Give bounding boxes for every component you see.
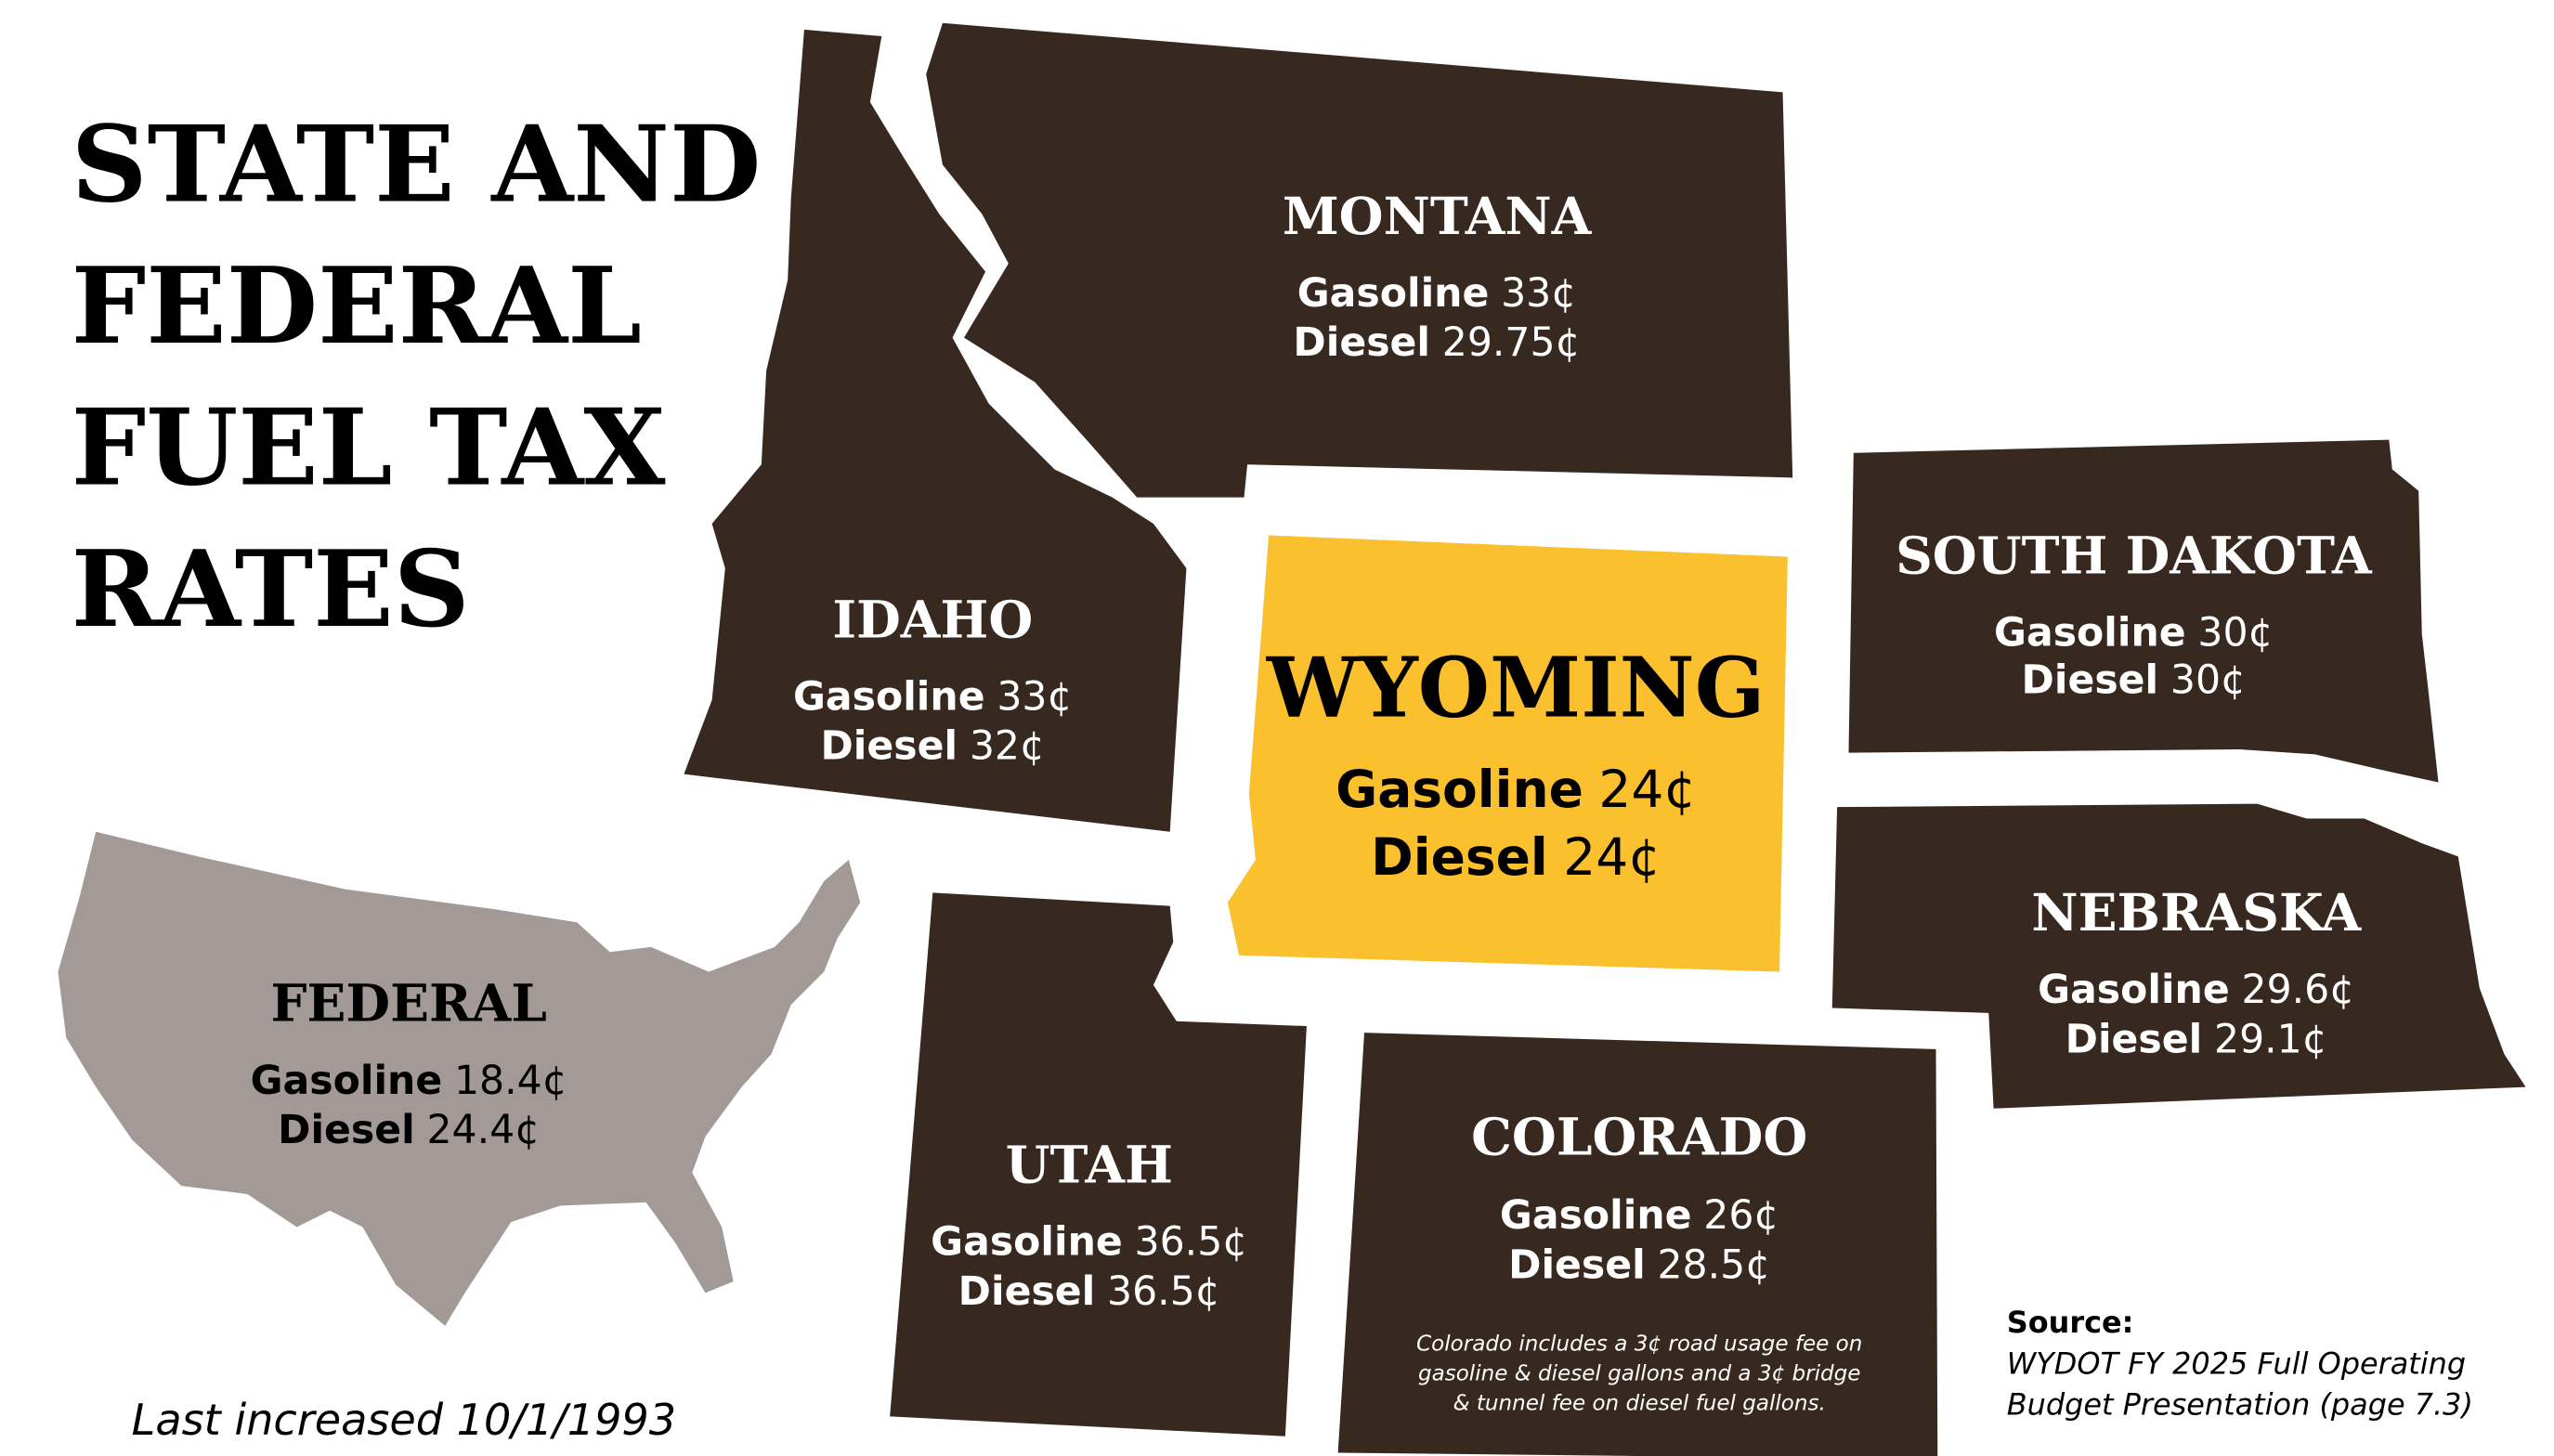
fuel-label: Diesel bbox=[958, 1268, 1096, 1315]
region-name: IDAHO bbox=[832, 589, 1033, 649]
diesel-rate: Diesel 30¢ bbox=[2022, 657, 2247, 704]
rate-value: 24.4¢ bbox=[426, 1107, 540, 1153]
fuel-label: Gasoline bbox=[793, 673, 985, 720]
fuel-label: Gasoline bbox=[1336, 760, 1583, 819]
fuel-label: Diesel bbox=[1293, 319, 1430, 366]
gasoline-rate: Gasoline 33¢ bbox=[793, 673, 1073, 720]
rate-value: 24¢ bbox=[1563, 827, 1661, 887]
rate-value: 26¢ bbox=[1703, 1192, 1779, 1239]
idaho-shape bbox=[684, 29, 1187, 832]
gasoline-rate: Gasoline 33¢ bbox=[1297, 270, 1577, 317]
diesel-rate: Diesel 32¢ bbox=[820, 723, 1045, 770]
utah-shape bbox=[890, 892, 1307, 1436]
colorado-note: & tunnel fee on diesel fuel gallons. bbox=[1453, 1391, 1826, 1415]
source-text: Budget Presentation (page 7.3) bbox=[2007, 1387, 2473, 1423]
region-name: MONTANA bbox=[1283, 186, 1593, 246]
diesel-rate: Diesel 28.5¢ bbox=[1508, 1242, 1770, 1288]
region-name: WYOMING bbox=[1266, 640, 1766, 736]
rate-value: 30¢ bbox=[2170, 657, 2246, 704]
us-map-shape bbox=[58, 831, 861, 1326]
region-name: NEBRASKA bbox=[2031, 882, 2362, 942]
region-name: UTAH bbox=[1006, 1135, 1173, 1195]
south-dakota-shape bbox=[1848, 439, 2439, 783]
fuel-label: Diesel bbox=[1508, 1242, 1646, 1288]
rate-value: 36.5¢ bbox=[1107, 1268, 1220, 1315]
fuel-label: Gasoline bbox=[931, 1219, 1123, 1266]
region-name: COLORADO bbox=[1471, 1106, 1807, 1166]
colorado-note: Colorado includes a 3¢ road usage fee on bbox=[1416, 1332, 1862, 1356]
diesel-rate: Diesel 29.1¢ bbox=[2065, 1016, 2327, 1062]
title-line: FUEL TAX bbox=[72, 384, 666, 509]
title-line: FEDERAL bbox=[72, 243, 642, 368]
fuel-label: Gasoline bbox=[251, 1058, 443, 1104]
fuel-label: Diesel bbox=[1371, 827, 1548, 887]
rate-value: 30¢ bbox=[2197, 609, 2273, 656]
montana-shape bbox=[926, 22, 1793, 498]
fuel-label: Diesel bbox=[2022, 657, 2159, 704]
rate-value: 28.5¢ bbox=[1657, 1242, 1770, 1288]
gasoline-rate: Gasoline 26¢ bbox=[1500, 1192, 1779, 1239]
region-name: SOUTH DAKOTA bbox=[1896, 525, 2373, 585]
source-label: Source: bbox=[2007, 1305, 2134, 1340]
fuel-label: Diesel bbox=[2065, 1016, 2203, 1062]
rate-value: 29.1¢ bbox=[2214, 1016, 2327, 1062]
rate-value: 24¢ bbox=[1598, 760, 1696, 819]
fuel-label: Gasoline bbox=[1500, 1192, 1692, 1239]
rate-value: 18.4¢ bbox=[454, 1058, 567, 1104]
federal-note: Last increased 10/1/1993 bbox=[132, 1395, 676, 1445]
rate-value: 32¢ bbox=[970, 723, 1045, 770]
colorado-shape bbox=[1337, 1033, 1938, 1456]
wyoming-shape bbox=[1227, 535, 1788, 972]
gasoline-rate: Gasoline 30¢ bbox=[1994, 609, 2274, 656]
diesel-rate: Diesel 29.75¢ bbox=[1293, 319, 1580, 366]
gasoline-rate: Gasoline 29.6¢ bbox=[2038, 967, 2354, 1013]
title-line: STATE AND bbox=[72, 101, 762, 226]
diesel-rate: Diesel 36.5¢ bbox=[958, 1268, 1220, 1315]
fuel-label: Diesel bbox=[820, 723, 958, 770]
gasoline-rate: Gasoline 24¢ bbox=[1336, 760, 1696, 819]
title-line: RATES bbox=[72, 526, 470, 651]
fuel-label: Gasoline bbox=[1297, 270, 1490, 317]
rate-value: 29.75¢ bbox=[1442, 319, 1581, 366]
rate-value: 36.5¢ bbox=[1135, 1219, 1248, 1266]
source-text: WYDOT FY 2025 Full Operating bbox=[2007, 1346, 2466, 1381]
nebraska-shape bbox=[1831, 803, 2526, 1109]
gasoline-rate: Gasoline 36.5¢ bbox=[931, 1219, 1247, 1266]
colorado-note: gasoline & diesel gallons and a 3¢ bridg… bbox=[1418, 1361, 1861, 1385]
rate-value: 33¢ bbox=[1501, 270, 1576, 317]
fuel-label: Gasoline bbox=[2038, 967, 2230, 1013]
diesel-rate: Diesel 24.4¢ bbox=[278, 1107, 540, 1153]
rate-value: 33¢ bbox=[997, 673, 1072, 720]
diesel-rate: Diesel 24¢ bbox=[1371, 827, 1661, 887]
rate-value: 29.6¢ bbox=[2242, 967, 2355, 1013]
fuel-label: Diesel bbox=[278, 1107, 415, 1153]
fuel-label: Gasoline bbox=[1994, 609, 2186, 656]
region-name: FEDERAL bbox=[270, 973, 546, 1034]
gasoline-rate: Gasoline 18.4¢ bbox=[251, 1058, 567, 1104]
